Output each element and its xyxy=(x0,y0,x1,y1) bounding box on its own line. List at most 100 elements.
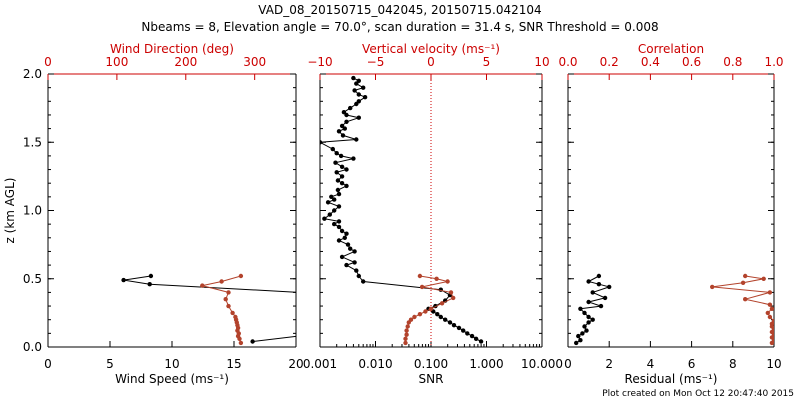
data-point xyxy=(473,336,479,341)
data-point xyxy=(348,105,353,111)
x-top-tick-label: 0.0 xyxy=(558,55,577,69)
x-bottom-tick-label: 1.000 xyxy=(469,357,503,371)
data-point xyxy=(607,284,612,290)
data-point xyxy=(296,334,300,338)
y-tick-label: 1.5 xyxy=(23,135,42,149)
data-point xyxy=(435,312,440,317)
data-point xyxy=(574,340,579,346)
data-point xyxy=(336,191,342,197)
data-point xyxy=(451,323,457,328)
data-point xyxy=(578,338,583,343)
series-line-1 xyxy=(202,275,242,344)
x-top-tick-label: 0 xyxy=(44,55,52,69)
data-point xyxy=(428,306,434,311)
data-point xyxy=(419,284,425,290)
data-point xyxy=(461,328,466,333)
data-point xyxy=(341,110,347,115)
data-point xyxy=(325,200,331,205)
data-point xyxy=(596,282,602,287)
data-point xyxy=(439,301,445,306)
data-point xyxy=(336,219,342,224)
y-tick-label: 2.0 xyxy=(23,67,42,81)
x-bottom-tick-label: 2 xyxy=(605,357,613,371)
data-point xyxy=(447,320,453,325)
data-point xyxy=(354,268,359,273)
data-point xyxy=(478,339,484,344)
data-point xyxy=(332,221,337,227)
data-point xyxy=(348,246,353,251)
data-point xyxy=(334,151,339,156)
data-point xyxy=(322,216,327,221)
data-point xyxy=(403,336,408,341)
data-point xyxy=(361,85,366,90)
data-point xyxy=(339,174,345,179)
x-bottom-tick-label: 0.100 xyxy=(414,357,448,371)
x-bottom-axis-label: SNR xyxy=(419,372,444,386)
x-bottom-tick-label: 5 xyxy=(106,357,114,371)
data-point xyxy=(238,340,244,346)
data-point xyxy=(423,309,428,314)
data-point xyxy=(342,235,347,240)
data-point xyxy=(336,224,342,230)
x-top-axis-label: Correlation xyxy=(638,42,704,56)
data-point xyxy=(339,123,345,129)
data-point xyxy=(356,78,361,84)
data-point xyxy=(332,197,337,202)
x-top-tick-label: −10 xyxy=(307,55,332,69)
data-point xyxy=(771,318,774,324)
data-point xyxy=(438,314,443,320)
x-bottom-tick-label: 0.001 xyxy=(303,357,337,371)
x-bottom-tick-label: 10 xyxy=(164,357,179,371)
data-point xyxy=(219,279,224,284)
data-point xyxy=(335,178,341,183)
data-point xyxy=(300,296,304,300)
data-point xyxy=(586,279,591,284)
data-point xyxy=(354,137,359,142)
data-point xyxy=(582,310,587,316)
data-point xyxy=(339,164,345,169)
data-point xyxy=(336,238,342,243)
data-point xyxy=(404,328,409,333)
x-bottom-tick-label: 10 xyxy=(766,357,781,371)
data-point xyxy=(344,119,349,125)
data-point xyxy=(584,328,589,333)
data-point xyxy=(238,273,244,279)
data-point xyxy=(602,295,608,301)
data-point xyxy=(334,170,339,175)
data-point xyxy=(356,99,361,104)
x-bottom-tick-label: 10.000 xyxy=(521,357,563,371)
data-point xyxy=(333,160,338,165)
data-point xyxy=(767,314,773,320)
data-point xyxy=(200,283,205,288)
data-point xyxy=(767,290,773,295)
data-point xyxy=(465,331,470,336)
data-point xyxy=(403,340,408,346)
data-point xyxy=(344,231,349,236)
x-top-axis-label: Wind Direction (deg) xyxy=(110,42,234,56)
data-point xyxy=(147,282,152,287)
data-point xyxy=(336,129,342,134)
data-point xyxy=(354,81,359,86)
data-point xyxy=(342,126,347,131)
x-bottom-tick-label: 0 xyxy=(44,357,52,371)
data-point xyxy=(405,324,410,329)
x-top-tick-label: 0.6 xyxy=(682,55,701,69)
data-point xyxy=(743,273,748,279)
data-point xyxy=(340,133,346,138)
series-line-0 xyxy=(320,77,482,342)
data-point xyxy=(356,273,361,279)
data-point xyxy=(351,75,356,81)
data-point xyxy=(412,314,417,320)
data-point xyxy=(580,331,585,336)
x-bottom-axis-label: Residual (ms⁻¹) xyxy=(625,372,718,386)
plot-created-footer: Plot created on Mon Oct 12 20:47:40 2015 xyxy=(602,389,794,399)
data-point xyxy=(769,306,774,311)
data-point xyxy=(576,333,581,339)
data-point xyxy=(344,112,349,118)
data-point xyxy=(344,167,349,172)
data-point xyxy=(345,242,351,247)
data-point xyxy=(330,146,335,152)
data-point xyxy=(332,208,337,213)
data-point xyxy=(417,312,423,317)
